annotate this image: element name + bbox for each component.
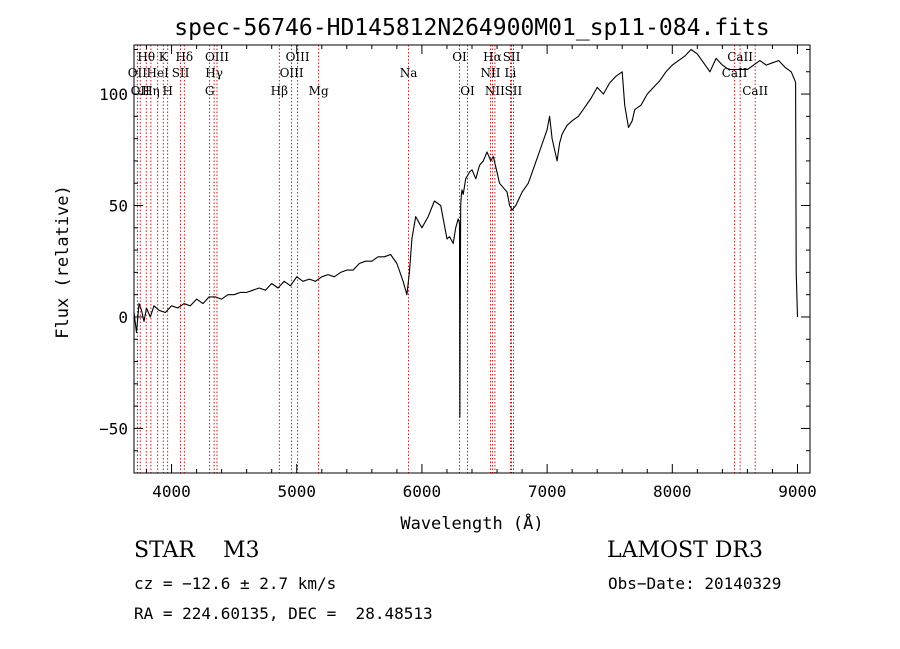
line-marker-label: OI [460,84,475,98]
line-marker-label: Hη [142,84,160,98]
line-marker-label: H [162,84,172,98]
line-marker-label: Hα [483,50,502,64]
line-marker-label: Hβ [271,84,288,98]
line-marker-label: NII [485,84,505,98]
line-marker-label: OIII [205,50,229,64]
y-axis-label: Flux (relative) [53,185,73,339]
y-tick-label: −50 [99,419,128,438]
line-marker-label: OIII [286,50,310,64]
line-marker-label: Na [400,66,418,80]
y-tick-label: 50 [109,197,128,216]
obs-date: Obs−Date: 20140329 [608,574,782,593]
x-tick-label: 7000 [528,482,567,501]
line-marker-label: OIII [280,66,304,80]
x-tick-label: 5000 [277,482,316,501]
line-marker-label: OII [128,66,148,80]
line-marker-label: CaII [727,50,753,64]
line-marker-label: Mg [309,84,329,98]
plot-frame [133,44,811,474]
spectrum-line [133,48,799,418]
redshift-readout: cz = −12.6 ± 2.7 km/s [134,574,337,593]
line-marker-label: Hγ [205,66,223,80]
spectrum-series [133,48,799,418]
line-marker-label: CaII [742,84,768,98]
line-marker-label: SII [503,50,521,64]
x-tick-label: 6000 [403,482,442,501]
line-marker-label: OI [452,50,467,64]
y-tick-label: 0 [118,308,128,327]
y-tick-label: 100 [99,85,128,104]
line-marker-label: K [159,50,169,64]
line-marker-label: HeI [147,66,170,80]
x-tick-label: 4000 [152,482,191,501]
chart-title: spec-56746-HD145812N264900M01_sp11-084.f… [174,15,769,41]
x-tick-label: 9000 [778,482,817,501]
line-markers [136,45,756,473]
x-axis-label: Wavelength (Å) [400,512,543,534]
line-marker-label: Hθ [137,50,155,64]
line-marker-label: NII [481,66,501,80]
line-marker-label: OII [131,84,151,98]
line-marker-label: G [205,84,215,98]
line-marker-label: SII [172,66,190,80]
line-marker-label: Li [505,66,517,80]
line-marker-label: SII [505,84,523,98]
plot-axes: 4000 5000 6000 7000 8000 9000 −50 0 50 100 [99,44,817,501]
line-marker-labels: OIIOIIHθHηHeIKHSIIHδGHγOIIIHβOIIIOIIIMgN… [128,50,769,98]
object-class: STAR M3 [134,538,260,563]
coordinates: RA = 224.60135, DEC = 28.48513 [134,604,433,623]
survey-name: LAMOST DR3 [607,538,763,563]
line-marker-label: Hδ [175,50,193,64]
line-marker-label: CaII [722,66,748,80]
x-tick-label: 8000 [653,482,692,501]
